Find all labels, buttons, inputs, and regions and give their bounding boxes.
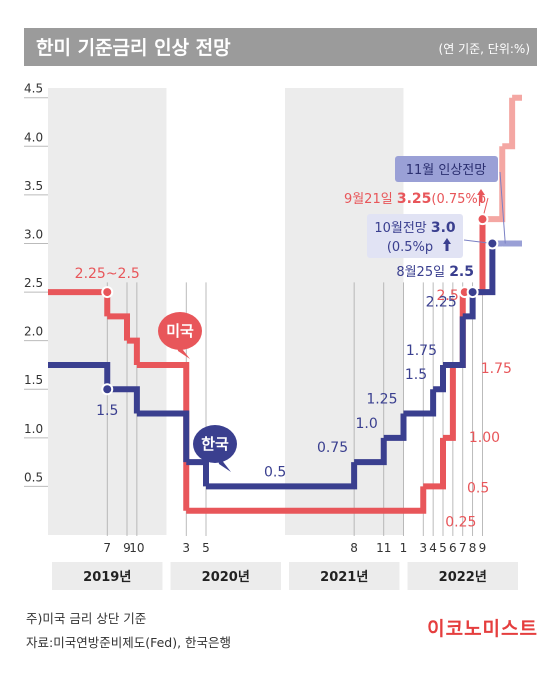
kr-data-label: 0.5 [264, 464, 286, 480]
marker-kr-oct [486, 237, 499, 250]
badge-kr-bubble [193, 425, 237, 463]
y-tick-label: 1.0 [24, 422, 43, 436]
annotation-span: 3.0 [431, 220, 456, 236]
month-tick-label: 10 [129, 541, 144, 555]
annotation-span: 9월21일 [344, 192, 397, 207]
series-line-forecast [482, 94, 522, 223]
us-data-label: 1.75 [481, 361, 512, 377]
series-line-solid [48, 243, 496, 490]
y-tick-label: 4.5 [24, 82, 43, 96]
page-title: 한미 기준금리 인상 전망 [36, 37, 231, 59]
kr-data-label: 1.75 [406, 343, 437, 359]
month-tick-label: 11 [376, 541, 391, 555]
kr-data-label: 2.25 [426, 294, 457, 310]
up-arrow-icon [477, 189, 485, 202]
us-data-label: 0.25 [445, 515, 476, 531]
footer-source: 자료:미국연방준비제도(Fed), 한국은행 [26, 635, 232, 650]
year-label: 2020년 [202, 570, 250, 585]
kr-oct-box [367, 214, 463, 258]
footer-note: 주)미국 금리 상단 기준 [26, 611, 147, 626]
kr-oct-annotation: 10월전망 3.0 [374, 220, 456, 236]
unit-label: (연 기준, 단위:%) [439, 42, 530, 56]
y-tick-label: 3.5 [24, 179, 43, 193]
badge-kr-text: 한국 [201, 435, 229, 453]
up-arrow-icon [443, 238, 451, 251]
us-data-label: 2.25~2.5 [75, 266, 140, 282]
brand-logo: 이코노미스트 [427, 618, 538, 640]
year-label-bg [52, 562, 163, 590]
us-data-label: 0.5 [467, 480, 489, 496]
kr-data-label: 1.25 [366, 392, 397, 408]
nov-forecast-box [395, 156, 498, 182]
kr-oct-line2: (0.5%p [387, 240, 433, 255]
nov-connector [499, 171, 506, 244]
kr-data-label: 1.5 [405, 367, 427, 383]
marker-kr-aug [466, 286, 479, 299]
kr-data-label: 1.0 [355, 416, 377, 432]
month-tick-label: 7 [459, 541, 467, 555]
badge-us-text: 미국 [166, 322, 194, 340]
y-tick-label: 2.0 [24, 325, 43, 339]
month-tick-label: 9 [123, 541, 131, 555]
annotation-span: 8월25일 [396, 265, 449, 280]
y-tick-label: 3.0 [24, 227, 43, 241]
month-tick-label: 1 [400, 541, 408, 555]
month-tick-label: 9 [479, 541, 487, 555]
annotation-span: (0.75%p [431, 192, 486, 207]
year-label: 2019년 [83, 570, 131, 585]
year-label-bg [407, 562, 518, 590]
year-label: 2022년 [439, 570, 487, 585]
kr-data-label: 1.5 [96, 403, 118, 419]
year-label-bg [289, 562, 400, 590]
year-label: 2021년 [320, 570, 368, 585]
kr-aug-annotation: 8월25일 2.5 [396, 264, 474, 280]
month-tick-label: 4 [429, 541, 437, 555]
month-tick-label: 3 [419, 541, 427, 555]
month-tick-label: 8 [350, 541, 358, 555]
year-label-bg [170, 562, 281, 590]
month-tick-label: 7 [103, 541, 111, 555]
year-band [285, 88, 404, 535]
marker-us-2019 [101, 286, 114, 299]
month-tick-label: 6 [449, 541, 457, 555]
annotation-span: 3.25 [397, 191, 432, 207]
month-tick-label: 3 [182, 541, 190, 555]
y-tick-label: 0.5 [24, 470, 43, 484]
marker-us-sep [476, 213, 489, 226]
y-tick-label: 4.0 [24, 130, 43, 144]
annotation-span: 2.5 [449, 264, 474, 280]
month-tick-label: 5 [202, 541, 210, 555]
us-data-label: 2.5 [436, 288, 458, 304]
kr-data-label: 0.75 [317, 440, 348, 456]
annotation-span: 10월전망 [374, 221, 431, 236]
y-tick-label: 2.5 [24, 276, 43, 290]
y-tick-label: 1.5 [24, 373, 43, 387]
month-tick-label: 8 [469, 541, 477, 555]
us-sept-annotation: 9월21일 3.25(0.75%p [344, 191, 486, 207]
marker-kr-2019 [101, 383, 114, 396]
month-tick-label: 5 [439, 541, 447, 555]
us-data-label: 1.00 [469, 430, 500, 446]
nov-forecast-text: 11월 인상전망 [406, 163, 487, 178]
header-bar [24, 28, 537, 66]
badge-us-bubble [158, 312, 202, 350]
